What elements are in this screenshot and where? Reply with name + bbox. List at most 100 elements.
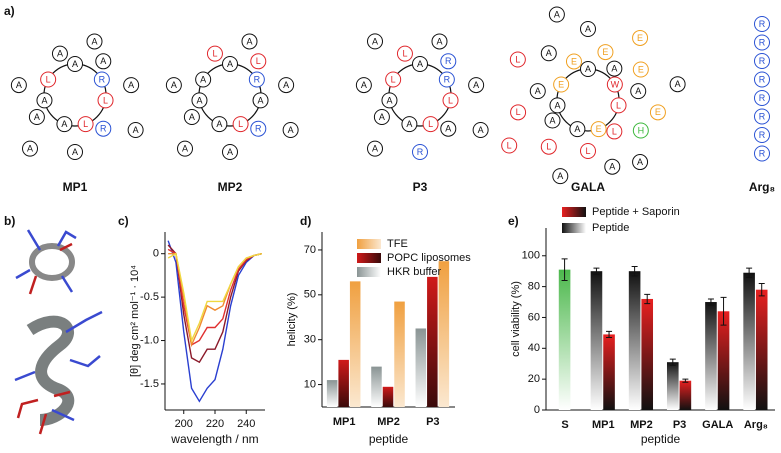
residue <box>127 122 144 138</box>
x-tick-label: MP1 <box>592 419 615 431</box>
residue <box>754 108 770 125</box>
residue <box>22 140 39 157</box>
residue-label: A <box>128 80 134 90</box>
residue <box>440 53 457 70</box>
residue-label: E <box>637 33 643 43</box>
residue-label: R <box>759 130 766 140</box>
y-axis-label: helicity (%) <box>286 293 298 347</box>
residue <box>754 127 770 143</box>
panel-label: c) <box>118 214 129 228</box>
residue <box>67 56 83 72</box>
residue-label: A <box>386 95 392 105</box>
residue <box>590 121 607 138</box>
residue-label: A <box>611 63 617 73</box>
residue-label: A <box>227 147 233 157</box>
residue <box>549 97 566 114</box>
bar <box>666 362 679 410</box>
residue-label: A <box>609 162 615 172</box>
residue <box>396 45 413 62</box>
residue-label: A <box>372 143 378 153</box>
residue <box>93 71 110 88</box>
residue-label: A <box>675 79 681 89</box>
residue <box>367 33 384 50</box>
x-axis-label: peptide <box>369 432 409 446</box>
x-tick-label: 240 <box>237 418 255 430</box>
residue-label: R <box>759 37 766 47</box>
bar <box>349 281 361 407</box>
residue-label: A <box>133 125 139 135</box>
residue <box>669 76 686 93</box>
residue <box>222 56 238 72</box>
residue-label: L <box>256 56 261 66</box>
line-series <box>167 244 263 364</box>
residue-label: A <box>372 36 378 46</box>
legend-label: Peptide <box>592 222 629 234</box>
y-tick-label: 80 <box>528 281 540 293</box>
residue-label: R <box>255 124 262 134</box>
error-bar <box>644 293 651 305</box>
bar <box>641 298 654 410</box>
residue-label: A <box>34 112 40 122</box>
x-tick-label: 220 <box>206 418 224 430</box>
panel-label: d) <box>300 214 311 228</box>
residue-label: A <box>41 95 47 105</box>
y-tick-label: -0.5 <box>140 291 159 303</box>
residue-label: A <box>91 36 97 46</box>
residue <box>412 56 428 72</box>
residue <box>250 53 267 70</box>
residue <box>373 109 390 125</box>
residue <box>211 116 228 133</box>
error-bar <box>746 267 753 278</box>
residue <box>540 138 557 155</box>
residue-label: A <box>445 124 451 134</box>
panel-label: e) <box>508 214 519 228</box>
x-axis-label: wavelength / nm <box>170 432 258 446</box>
residue-label: R <box>445 56 452 66</box>
residue <box>252 92 269 109</box>
residue-label: H <box>638 125 645 135</box>
residue <box>472 122 489 138</box>
residue <box>632 122 649 139</box>
residue <box>250 120 267 137</box>
residue <box>422 116 439 133</box>
residue <box>632 61 649 78</box>
residue-label: L <box>516 107 521 117</box>
residue <box>367 140 384 157</box>
residue-label: A <box>283 80 289 90</box>
residue <box>95 53 112 70</box>
bar <box>743 272 755 410</box>
residue-label: R <box>759 148 766 158</box>
residue <box>195 71 212 88</box>
bar <box>427 276 438 407</box>
residue-label: R <box>254 74 261 84</box>
residue-label: L <box>546 142 551 152</box>
residue-label: A <box>554 100 560 110</box>
residue <box>206 45 223 62</box>
residue-label: R <box>759 56 766 66</box>
residue <box>580 143 596 159</box>
residue-label: L <box>428 119 433 129</box>
error-bar <box>720 296 727 326</box>
line-series <box>167 240 263 403</box>
residue-label: A <box>200 74 206 84</box>
residue-label: E <box>638 64 644 74</box>
error-bar <box>631 266 638 277</box>
bar <box>371 366 382 407</box>
wheel-name: Arg₈ <box>749 180 775 194</box>
error-bar <box>707 298 714 306</box>
residue-label: L <box>103 95 108 105</box>
residue <box>754 53 770 69</box>
residue-label: A <box>585 24 591 34</box>
residue <box>754 16 770 32</box>
residue <box>248 71 265 88</box>
y-tick-label: 50 <box>304 289 316 301</box>
residue <box>604 158 621 175</box>
residue <box>381 92 398 109</box>
legend-swatch <box>357 267 381 277</box>
residue-label: L <box>515 54 520 64</box>
x-tick-label: MP2 <box>630 419 653 431</box>
residue-label: A <box>100 56 106 66</box>
residue <box>552 168 569 185</box>
residue <box>632 154 649 171</box>
residue <box>56 116 73 133</box>
